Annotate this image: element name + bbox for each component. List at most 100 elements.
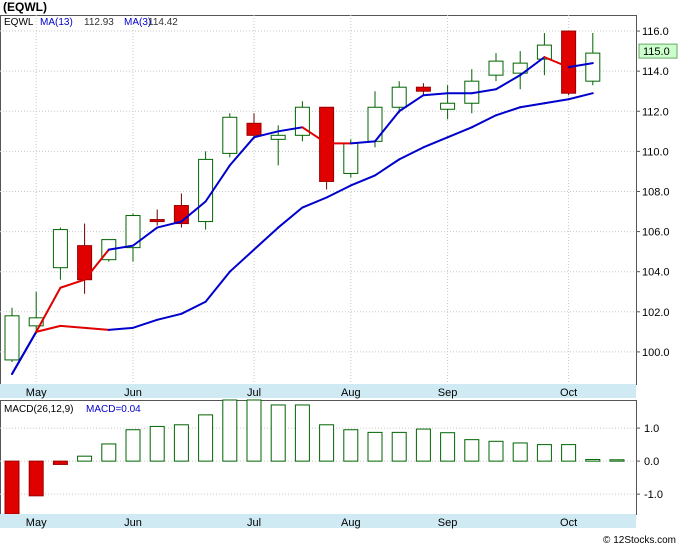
macd-bar-positive [222, 399, 238, 462]
candle-up [4, 315, 20, 361]
macd-bar-positive [343, 429, 359, 462]
ma13-line-segment [59, 278, 86, 289]
ma13-line-segment [519, 56, 546, 77]
candle-up [222, 116, 238, 154]
last-price-label: 115.0 [643, 46, 670, 58]
legend-ma13: MA(13) [40, 17, 73, 28]
ma3-line-segment [519, 102, 546, 109]
price-y-tick-label: 104.0 [642, 267, 670, 279]
ma13-line-segment [180, 200, 207, 223]
price-y-tick-label: 108.0 [642, 186, 670, 198]
price-x-tick-label: May [26, 387, 47, 399]
macd-y-tick-label: 0.0 [644, 456, 659, 468]
ma13-line-segment [398, 94, 425, 113]
candle-up [585, 52, 601, 82]
macd-y-tick-label: 1.0 [644, 423, 659, 435]
macd-bar-positive [464, 439, 480, 462]
legend-symbol: EQWL [4, 17, 34, 28]
macd-bar-positive [319, 424, 335, 462]
ma13-line-segment [277, 126, 304, 133]
legend-ma3-value: 114.42 [148, 17, 178, 28]
candle-up [125, 215, 141, 249]
macd-bar-positive [294, 404, 310, 462]
price-y-tick-label: 110.0 [642, 146, 669, 158]
ma13-line-segment [107, 244, 134, 251]
price-y-tick-label: 106.0 [642, 227, 670, 239]
macd-bar-negative [52, 460, 68, 465]
candle-up [488, 60, 504, 76]
macd-x-tick-label: Jun [124, 517, 142, 529]
macd-bar-positive [488, 440, 504, 462]
macd-bar-positive [512, 442, 528, 462]
ma3-line-segment [35, 324, 62, 333]
ma3-line-segment [156, 312, 183, 321]
price-x-axis-band [0, 384, 636, 398]
macd-bar-positive [536, 444, 552, 462]
ma13-line-segment [83, 248, 110, 281]
price-y-tick-label: 116.0 [642, 26, 669, 38]
macd-bar-positive [101, 443, 117, 462]
candle-down [561, 30, 577, 94]
macd-y-tick-label: -1.0 [644, 489, 663, 501]
legend-ma13-value: 112.93 [84, 17, 114, 28]
ma3-line-segment [398, 146, 425, 161]
ma13-line-segment [132, 226, 159, 247]
last-price-box [638, 43, 678, 59]
candle-up [512, 62, 528, 74]
ma13-line-segment [204, 164, 231, 203]
ma3-line-segment [132, 318, 159, 329]
candle-up [391, 86, 407, 108]
ma3-line-segment [277, 206, 304, 229]
macd-x-tick-label: Sep [438, 517, 458, 529]
macd-bar-positive [125, 429, 141, 462]
ma13-line-segment [374, 110, 401, 143]
macd-bar-negative [4, 460, 20, 515]
macd-legend-value: MACD=0.04 [86, 404, 141, 415]
ma13-line-segment [567, 62, 594, 69]
macd-bar-positive [440, 432, 456, 462]
price-x-tick-label: Aug [341, 387, 361, 399]
macd-legend-label: MACD(26,12,9) [4, 404, 73, 415]
macd-bar-positive [149, 425, 165, 462]
ma3-line-segment [59, 324, 110, 331]
ma3-line-segment [204, 270, 231, 303]
macd-bar-positive [585, 458, 601, 462]
price-x-tick-label: Jun [124, 387, 142, 399]
candle-down [246, 122, 262, 136]
ma13-line-segment [543, 56, 570, 69]
macd-x-tick-label: Aug [341, 517, 361, 529]
macd-x-axis-band [0, 514, 636, 528]
candle-up [270, 134, 286, 140]
macd-bar-positive [367, 431, 383, 462]
ma3-line-segment [325, 184, 352, 199]
macd-bar-positive [270, 404, 286, 462]
macd-bar-negative [28, 460, 44, 497]
ma3-line-segment [11, 330, 38, 375]
macd-bar-positive [246, 399, 262, 462]
macd-bar-positive [173, 424, 189, 462]
ma3-line-segment [228, 248, 255, 273]
price-x-tick-label: Jul [247, 387, 261, 399]
price-y-tick-label: 112.0 [642, 106, 669, 118]
price-y-tick-label: 100.0 [642, 347, 670, 359]
ma3-line-segment [301, 196, 328, 209]
macd-bar-positive [198, 414, 214, 462]
macd-bar-positive [391, 431, 407, 462]
ma3-line-segment [567, 92, 594, 101]
candle-up [440, 102, 456, 110]
chart-symbol-title: (EQWL) [3, 0, 47, 14]
candle-down [149, 219, 165, 223]
macd-bar-positive [77, 455, 93, 462]
price-x-tick-label: Sep [438, 387, 458, 399]
ma13-line-segment [495, 74, 522, 91]
price-x-tick-label: Oct [560, 387, 577, 399]
legend-ma3: MA(3) [124, 17, 151, 28]
watermark-text: © 12Stocks.com [603, 535, 676, 546]
macd-bar-positive [415, 428, 431, 462]
ma3-line-segment [349, 174, 376, 187]
ma3-line-segment [470, 114, 497, 129]
macd-bar-positive [609, 459, 625, 462]
ma13-line-segment [470, 88, 497, 95]
candle-down [415, 86, 431, 92]
